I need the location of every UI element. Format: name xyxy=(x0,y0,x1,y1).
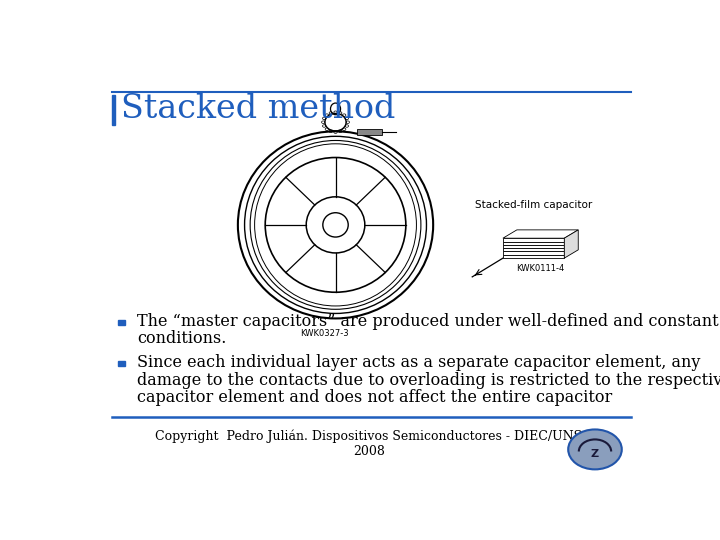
Text: conditions.: conditions. xyxy=(138,330,227,347)
Text: Stacked-film capacitor: Stacked-film capacitor xyxy=(475,200,593,211)
Ellipse shape xyxy=(323,213,348,237)
Bar xyxy=(118,320,125,325)
Polygon shape xyxy=(503,230,578,238)
Bar xyxy=(503,248,564,252)
Bar xyxy=(503,255,564,258)
Text: Since each individual layer acts as a separate capacitor element, any: Since each individual layer acts as a se… xyxy=(138,354,701,372)
Text: Copyright  Pedro Julián. Dispositivos Semiconductores - DIEC/UNS
2008: Copyright Pedro Julián. Dispositivos Sem… xyxy=(156,430,582,458)
Text: Z: Z xyxy=(591,449,599,458)
Bar xyxy=(503,238,564,241)
Circle shape xyxy=(568,429,622,469)
Bar xyxy=(503,245,564,248)
Bar xyxy=(357,129,382,134)
Text: KWK0111-4: KWK0111-4 xyxy=(516,265,564,273)
Text: KWK0327-3: KWK0327-3 xyxy=(300,329,348,338)
Bar xyxy=(503,252,564,255)
Bar xyxy=(118,361,125,366)
Polygon shape xyxy=(564,230,578,258)
Text: capacitor element and does not affect the entire capacitor: capacitor element and does not affect th… xyxy=(138,389,613,407)
Text: damage to the contacts due to overloading is restricted to the respective: damage to the contacts due to overloadin… xyxy=(138,372,720,389)
Ellipse shape xyxy=(306,197,365,253)
Bar xyxy=(503,241,564,245)
Text: The “master capacitors” are produced under well-defined and constant: The “master capacitors” are produced und… xyxy=(138,313,719,330)
Bar xyxy=(112,95,114,125)
Text: Stacked method: Stacked method xyxy=(121,93,395,125)
